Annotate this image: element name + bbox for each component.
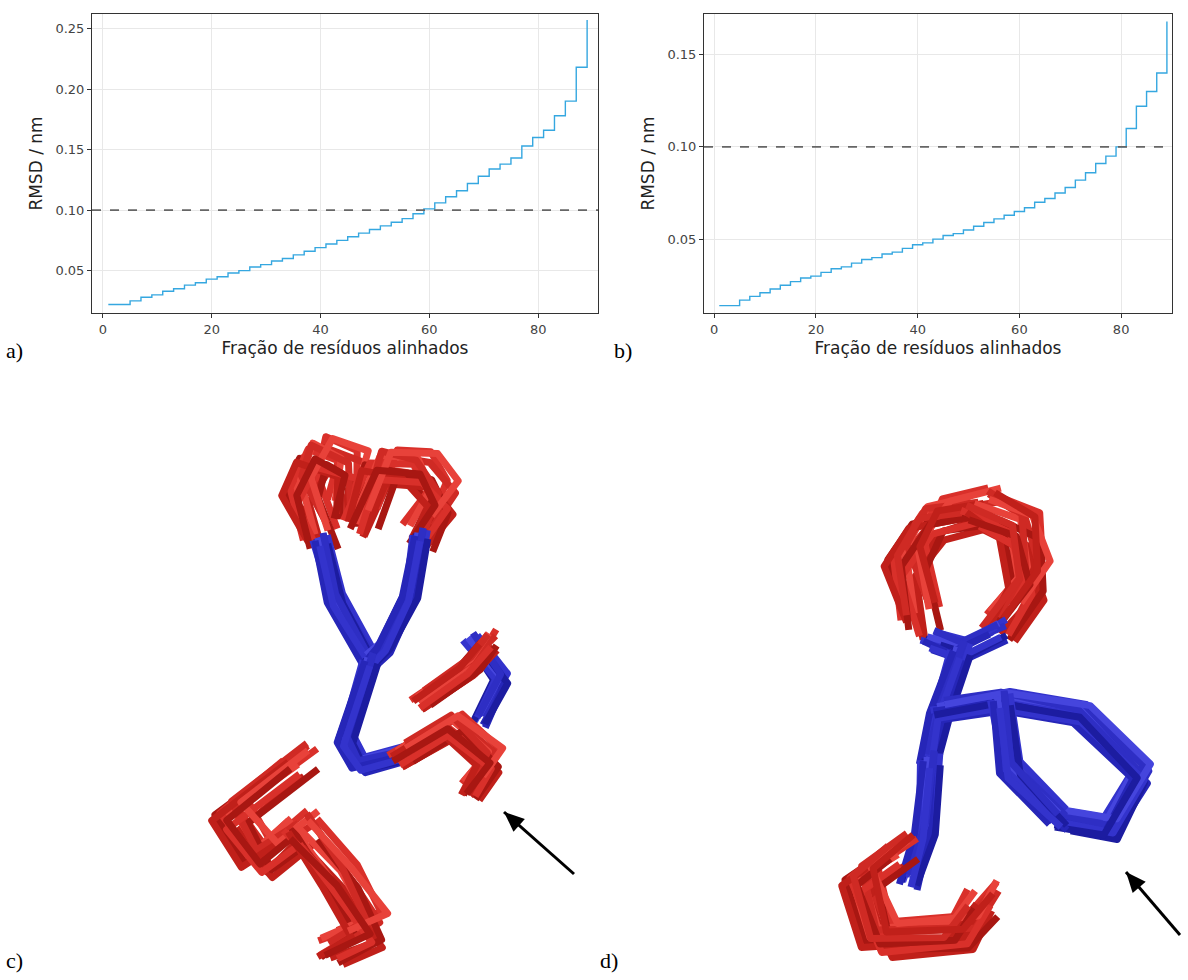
svg-text:0.15: 0.15 xyxy=(55,142,84,157)
svg-text:0.20: 0.20 xyxy=(55,82,84,97)
svg-text:20: 20 xyxy=(808,322,825,337)
html-text:d): d) xyxy=(600,948,619,973)
svg-text:20: 20 xyxy=(203,322,220,337)
svg-text:0.10: 0.10 xyxy=(667,139,696,154)
svg-text:Fração de resíduos alinhados: Fração de resíduos alinhados xyxy=(222,338,469,358)
html-text:a): a) xyxy=(6,338,24,363)
svg-text:80: 80 xyxy=(1113,322,1130,337)
svg-text:60: 60 xyxy=(421,322,438,337)
svg-text:0: 0 xyxy=(710,322,718,337)
html-text:b): b) xyxy=(614,338,633,363)
svg-text:60: 60 xyxy=(1011,322,1028,337)
svg-text:RMSD / nm: RMSD / nm xyxy=(638,116,658,210)
svg-text:0.05: 0.05 xyxy=(55,263,84,278)
svg-text:80: 80 xyxy=(530,322,547,337)
svg-text:0.25: 0.25 xyxy=(55,21,84,36)
svg-text:0.05: 0.05 xyxy=(667,232,696,247)
svg-text:0.15: 0.15 xyxy=(667,47,696,62)
svg-text:40: 40 xyxy=(312,322,329,337)
svg-text:40: 40 xyxy=(909,322,926,337)
svg-text:RMSD / nm: RMSD / nm xyxy=(26,116,46,210)
svg-text:0.10: 0.10 xyxy=(55,203,84,218)
html-text:c): c) xyxy=(6,948,24,973)
svg-text:Fração de resíduos alinhados: Fração de resíduos alinhados xyxy=(815,338,1062,358)
svg-text:0: 0 xyxy=(99,322,107,337)
